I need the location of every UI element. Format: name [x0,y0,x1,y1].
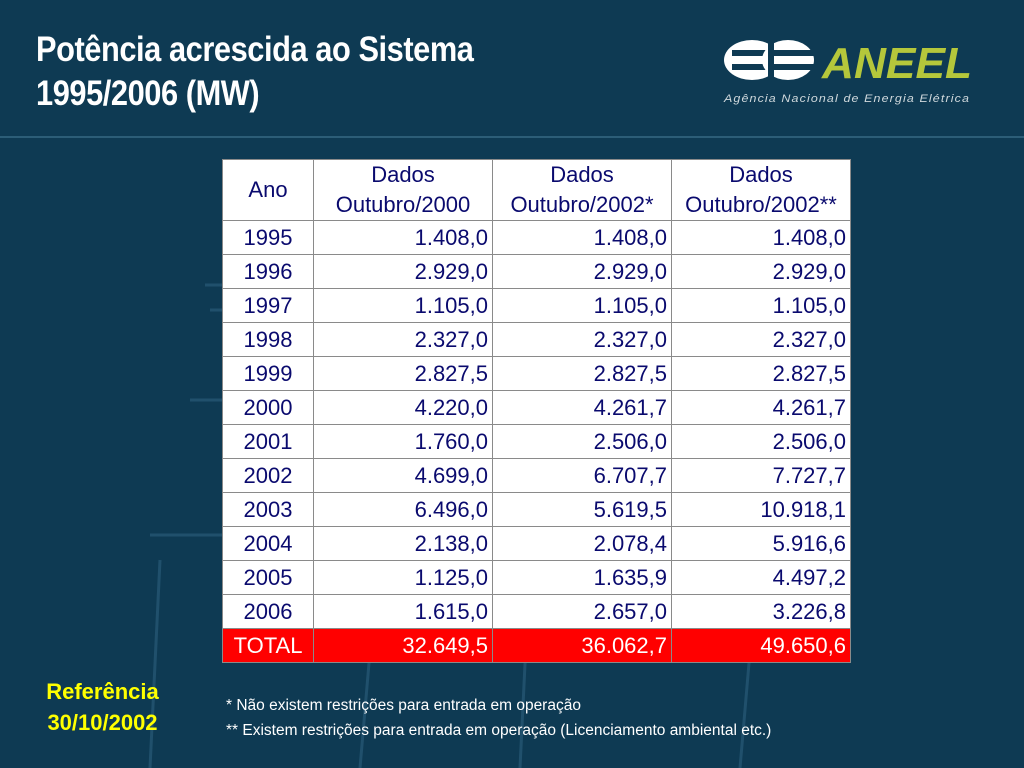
cell-value: 1.105,0 [313,288,493,323]
cell-year: 2006 [222,594,314,629]
cell-year: 1998 [222,322,314,357]
table-header-row: Ano Dados Outubro/2000 Dados Outubro/200… [222,159,851,221]
cell-value: 2.327,0 [313,322,493,357]
table-row: 2003 6.496,0 5.619,5 10.918,1 [222,492,851,527]
cell-value: 1.615,0 [313,594,493,629]
cell-value: 2.929,0 [313,254,493,289]
power-table: Ano Dados Outubro/2000 Dados Outubro/200… [222,159,851,663]
cell-year: 2002 [222,458,314,493]
cell-value: 5.619,5 [492,492,672,527]
page-title: Potência acrescida ao Sistema 1995/2006 … [36,28,474,116]
total-label: TOTAL [222,628,314,663]
cell-value: 1.408,0 [313,220,493,255]
total-value: 32.649,5 [313,628,493,663]
logo-brand: ANEEL [821,39,972,88]
cell-year: 2000 [222,390,314,425]
cell-year: 1995 [222,220,314,255]
cell-year: 2001 [222,424,314,459]
cell-value: 1.635,9 [492,560,672,595]
footnotes: * Não existem restrições para entrada em… [226,693,771,743]
reference-date: Referência 30/10/2002 [30,676,175,738]
col-header-oct2002-a: Dados Outubro/2002* [492,159,672,221]
table-row: 2001 1.760,0 2.506,0 2.506,0 [222,424,851,459]
reference-value: 30/10/2002 [47,710,158,735]
cell-value: 2.506,0 [671,424,851,459]
cell-value: 2.506,0 [492,424,672,459]
cell-value: 1.105,0 [671,288,851,323]
aneel-logo: ANEEL Agência Nacional de Energia Elétri… [723,39,972,105]
total-value: 36.062,7 [492,628,672,663]
total-row: TOTAL 32.649,5 36.062,7 49.650,6 [222,628,851,663]
col-header-oct2002-b: Dados Outubro/2002** [671,159,851,221]
cell-year: 1997 [222,288,314,323]
cell-value: 2.827,5 [492,356,672,391]
title-line-1: Potência acrescida ao Sistema [36,30,474,69]
footnote-2: ** Existem restrições para entrada em op… [226,722,772,739]
table-row: 2006 1.615,0 2.657,0 3.226,8 [222,594,851,629]
cell-year: 2004 [222,526,314,561]
cell-value: 4.497,2 [671,560,851,595]
cell-value: 2.327,0 [492,322,672,357]
cell-value: 1.760,0 [313,424,493,459]
cell-value: 4.261,7 [492,390,672,425]
cell-value: 4.261,7 [671,390,851,425]
cell-value: 1.125,0 [313,560,493,595]
cell-value: 10.918,1 [671,492,851,527]
table-row: 2004 2.138,0 2.078,4 5.916,6 [222,526,851,561]
cell-value: 2.138,0 [313,526,493,561]
header-bar [0,0,1024,138]
cell-value: 5.916,6 [671,526,851,561]
table-row: 2005 1.125,0 1.635,9 4.497,2 [222,560,851,595]
cell-value: 7.727,7 [671,458,851,493]
cell-year: 2005 [222,560,314,595]
cell-year: 1999 [222,356,314,391]
cell-value: 6.707,7 [492,458,672,493]
table-row: 2000 4.220,0 4.261,7 4.261,7 [222,390,851,425]
title-line-2: 1995/2006 (MW) [36,74,260,113]
cell-value: 2.078,4 [492,526,672,561]
cell-value: 2.929,0 [492,254,672,289]
cell-value: 6.496,0 [313,492,493,527]
table-row: 1995 1.408,0 1.408,0 1.408,0 [222,220,851,255]
cell-year: 2003 [222,492,314,527]
cell-value: 3.226,8 [671,594,851,629]
cell-value: 2.827,5 [671,356,851,391]
table-row: 1997 1.105,0 1.105,0 1.105,0 [222,288,851,323]
logo-tagline: Agência Nacional de Energia Elétrica [723,93,970,105]
cell-year: 1996 [222,254,314,289]
cell-value: 1.105,0 [492,288,672,323]
cell-value: 1.408,0 [492,220,672,255]
cell-value: 2.929,0 [671,254,851,289]
table-row: 2002 4.699,0 6.707,7 7.727,7 [222,458,851,493]
col-header-year: Ano [222,159,314,221]
eletric-e-icon [724,40,816,80]
footnote-1: * Não existem restrições para entrada em… [226,697,581,714]
cell-value: 4.699,0 [313,458,493,493]
table-row: 1999 2.827,5 2.827,5 2.827,5 [222,356,851,391]
total-value: 49.650,6 [671,628,851,663]
reference-label: Referência [46,679,159,704]
cell-value: 4.220,0 [313,390,493,425]
cell-value: 2.327,0 [671,322,851,357]
cell-value: 2.657,0 [492,594,672,629]
cell-value: 1.408,0 [671,220,851,255]
cell-value: 2.827,5 [313,356,493,391]
col-header-oct2000: Dados Outubro/2000 [313,159,493,221]
table-row: 1998 2.327,0 2.327,0 2.327,0 [222,322,851,357]
table-row: 1996 2.929,0 2.929,0 2.929,0 [222,254,851,289]
